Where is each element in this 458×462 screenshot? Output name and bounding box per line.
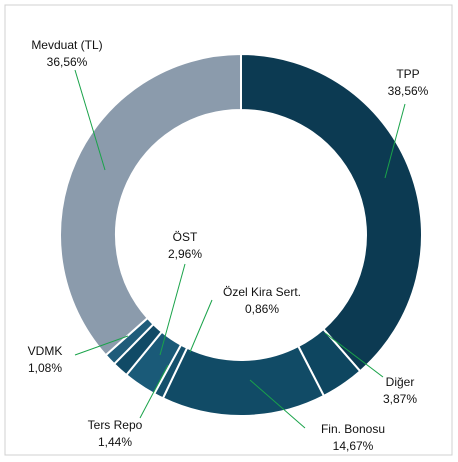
slice-label: VDMK <box>28 344 63 358</box>
leader-line <box>324 332 384 378</box>
slice-value-label: 36,56% <box>47 55 88 69</box>
slice-value-label: 2,96% <box>168 247 202 261</box>
leader-line <box>159 263 186 356</box>
slice-label: Ters Repo <box>88 418 143 432</box>
leader-line <box>249 379 306 429</box>
slice <box>59 52 242 357</box>
slice-label: Fin. Bonosu <box>321 422 385 436</box>
leader-line <box>74 69 106 171</box>
slice-value-label: 38,56% <box>388 84 429 98</box>
leader-line <box>139 364 169 419</box>
slice-value-label: 14,67% <box>333 439 374 453</box>
slice-label: Özel Kira Sert. <box>223 285 301 299</box>
slice-value-label: 1,44% <box>98 435 132 449</box>
slice-label: TPP <box>396 67 419 81</box>
slice-label: ÖST <box>173 230 198 244</box>
leader-line <box>74 335 129 356</box>
slice <box>240 52 423 373</box>
slice-value-label: 3,87% <box>383 392 417 406</box>
leader-line <box>189 299 213 353</box>
slice <box>161 344 326 417</box>
slice-value-label: 0,86% <box>245 302 279 316</box>
frame <box>4 4 453 456</box>
slice-label: Diğer <box>386 375 415 389</box>
leader-line <box>384 103 406 179</box>
slice-label: Mevduat (TL) <box>31 38 102 52</box>
slice-value-label: 1,08% <box>28 361 62 375</box>
